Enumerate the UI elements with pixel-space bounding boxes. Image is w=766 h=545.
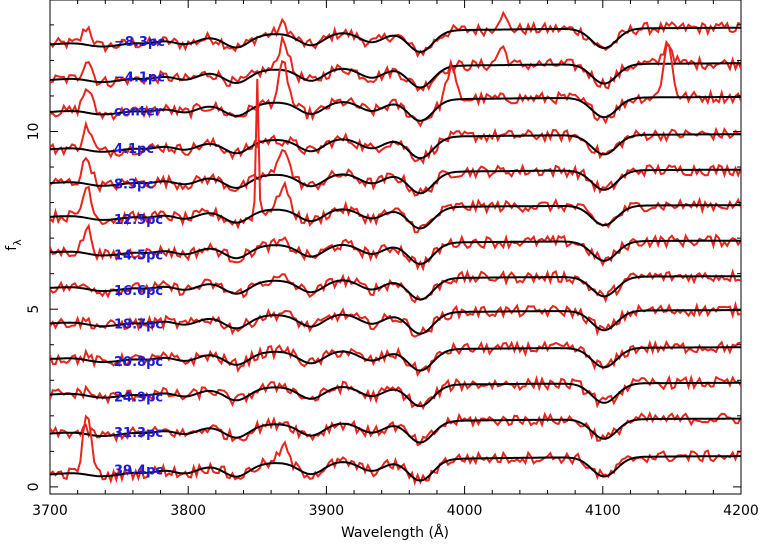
series-label: 18.7pc [114, 318, 163, 333]
observed-spectrum-line [50, 339, 741, 377]
y-axis-title: fλ [4, 239, 24, 251]
model-spectrum-line [50, 204, 741, 230]
series-label: 31.3pc [114, 426, 163, 441]
model-spectrum-line [50, 168, 741, 195]
x-axis-title: Wavelength (Å) [341, 524, 449, 541]
model-spectrum-line [50, 62, 741, 89]
model-spectrum-line [50, 239, 741, 266]
series-label: 20.8pc [114, 355, 163, 370]
series-label: −8.3pc [114, 35, 165, 50]
model-spectrum-line [50, 455, 741, 482]
y-axis-title-main: f [4, 245, 20, 251]
x-tick-label: 4200 [723, 503, 759, 519]
series-label: 16.6pc [114, 284, 163, 299]
series-label: 4.1pc [114, 142, 154, 157]
series-layer [50, 10, 741, 486]
series-label-layer: −8.3pc −4.1pc center 4.1pc 8.3pc 12.5pc 14.5pc… [114, 35, 165, 478]
x-tick-label: 3700 [32, 503, 68, 519]
y-tick-label: 10 [26, 123, 42, 141]
model-spectrum-line [50, 26, 741, 54]
y-tick-label: 0 [26, 482, 42, 491]
series-label: 14.5pc [114, 248, 163, 263]
y-tick-label: 5 [26, 305, 42, 314]
observed-spectrum-line [50, 300, 741, 338]
model-spectrum-line [50, 133, 741, 160]
observed-spectrum-line [50, 223, 741, 272]
model-spectrum-line [50, 309, 741, 335]
plot-frame [49, 0, 742, 495]
x-tick-label: 3900 [309, 503, 345, 519]
series-label: 39.4pc [114, 464, 163, 479]
series-label: 24.9pc [114, 391, 163, 406]
axis-ticks: 3700 3800 3900 4000 4100 4200 0 5 10 [26, 0, 759, 519]
model-spectrum-line [50, 346, 741, 372]
observed-spectrum-line [50, 414, 741, 486]
model-spectrum-line [50, 96, 741, 122]
series-label: 12.5pc [114, 213, 163, 228]
x-tick-label: 4100 [585, 503, 621, 519]
x-tick-label: 4000 [447, 503, 483, 519]
observed-spectrum-line [50, 33, 741, 92]
series-label: 8.3pc [114, 177, 154, 192]
y-axis-title-sub: λ [11, 239, 24, 246]
model-spectrum-line [50, 381, 741, 408]
observed-spectrum-line [50, 44, 741, 128]
model-spectrum-line [50, 417, 741, 444]
series-label: −4.1pc [114, 71, 165, 86]
model-spectrum-line [50, 275, 741, 301]
x-tick-label: 3800 [170, 503, 206, 519]
svg-text:fλ: fλ [4, 239, 24, 251]
series-label: center [114, 105, 162, 120]
